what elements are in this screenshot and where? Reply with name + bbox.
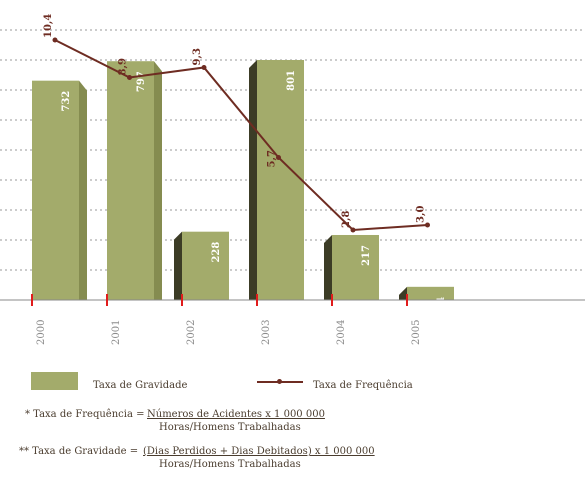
frequency-label-2002: 9,3 <box>192 48 203 65</box>
frequency-point-2001 <box>127 75 132 80</box>
frequency-point-2005 <box>425 222 430 228</box>
frequency-label-2001: 8,9 <box>118 58 129 75</box>
category-label-2005: 2005 <box>411 320 422 345</box>
category-label-2003: 2003 <box>261 320 272 345</box>
frequency-label-2003: 5,7 <box>267 150 278 167</box>
category-label-2001: 2001 <box>111 320 122 345</box>
bar-label-2002: 228 <box>211 242 222 263</box>
frequency-label-2004: 2,8 <box>341 211 352 228</box>
frequency-point-2004 <box>350 227 356 233</box>
note-grav-prefix: ** Taxa de Gravidade = <box>19 446 139 457</box>
bar-2002 <box>182 231 229 300</box>
bar-label-2000: 732 <box>61 91 72 112</box>
bar-2003 <box>257 60 304 300</box>
legend-swatch-gravidade <box>31 372 78 390</box>
frequency-point-2000 <box>52 37 58 43</box>
bar-label-2001: 797 <box>136 71 147 92</box>
note-freq-prefix: * Taxa de Frequência = <box>25 409 145 420</box>
frequency-line <box>54 39 428 232</box>
category-label-2000: 2000 <box>36 320 47 345</box>
note-freq-denominator: Horas/Homens Trabalhadas <box>159 422 301 433</box>
bar-label-2005: 44 <box>436 297 447 311</box>
bar-2003-side <box>249 60 257 300</box>
bar-2001-side <box>154 61 162 300</box>
bar-2001 <box>107 61 154 300</box>
legend-label-frequencia: Taxa de Frequência <box>313 380 413 391</box>
category-label-2004: 2004 <box>336 320 347 345</box>
chart: 732 797 228 801 217 44 10,4 8,9 9,3 5,7 2,8 3,0 2000… <box>0 14 585 345</box>
bar-2004-side <box>324 234 332 300</box>
frequency-label-2000: 10,4 <box>43 14 54 38</box>
bar-2000-side <box>79 80 87 300</box>
frequency-label-2005: 3,0 <box>416 206 427 223</box>
bar-2005-side <box>399 286 407 300</box>
bar-label-2003: 801 <box>286 70 297 91</box>
frequency-point-2003 <box>276 155 281 160</box>
category-label-2002: 2002 <box>186 320 197 345</box>
bar-2005 <box>407 286 454 300</box>
bar-label-2004: 217 <box>361 245 372 266</box>
note-grav-numerator: (Dias Perdidos + Dias Debitados) x 1 000… <box>143 446 375 457</box>
bar-2002-side <box>174 231 182 300</box>
frequency-point-2002 <box>201 65 207 70</box>
note-grav-denominator: Horas/Homens Trabalhadas <box>159 459 301 470</box>
bar-2000 <box>32 80 79 300</box>
bar-2004 <box>332 234 379 300</box>
legend-label-gravidade: Taxa de Gravidade <box>93 380 188 391</box>
note-freq-numerator: Números de Acidentes x 1 000 000 <box>147 409 325 420</box>
legend-marker-frequencia <box>277 379 282 384</box>
